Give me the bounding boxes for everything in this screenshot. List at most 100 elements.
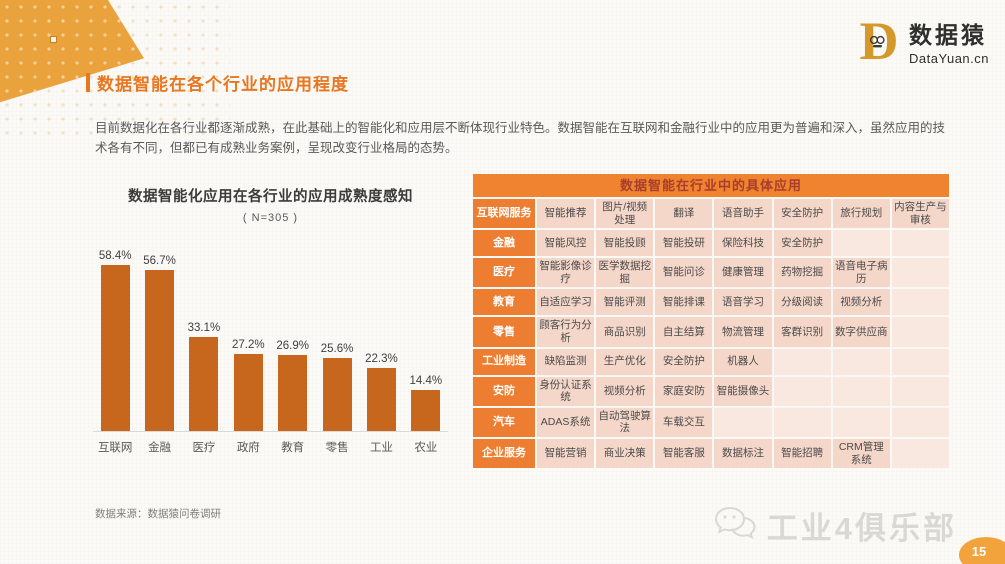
industry-label-cell: 互联网服务 [473,199,535,229]
application-cell: 机器人 [714,348,772,375]
application-cell: 智能投研 [655,230,713,257]
application-cell: 智能评测 [596,289,654,316]
application-cell: 家庭安防 [655,376,713,406]
table-row: 金融 智能风控 智能投顾 智能投研 保险科技 安全防护 [473,230,949,257]
logo-brand-cn: 数据猿 [909,22,988,48]
bar-column: 14.4% [404,375,448,431]
application-cell: 语音学习 [714,289,772,316]
bar-column: 56.7% [137,255,181,431]
industry-label-cell: 汽车 [473,407,535,437]
monkey-face-icon [869,34,885,48]
application-cell: 视频分析 [832,289,890,316]
empty-cell [891,258,949,288]
chart-subtitle: ( N=305 ) [242,212,299,224]
title-accent-bar [86,73,90,92]
bar-column: 26.9% [271,340,315,431]
table-row: 互联网服务 智能推荐 图片/视频处理 翻译 语音助手 安全防护 旅行规划 内容生产与审核 [473,199,949,229]
table-row: 工业制造 缺陷监测 生产优化 安全防护 机器人 [473,348,949,375]
application-cell: 健康管理 [714,258,772,288]
table-row: 医疗 智能影像诊疗 医学数据挖掘 智能问诊 健康管理 药物挖掘 语音电子病历 [473,258,949,288]
page-number-badge: 15 [959,537,1005,564]
industry-label-cell: 安防 [473,376,535,406]
application-cell: 视频分析 [596,376,654,406]
bar-value-label: 25.6% [320,343,354,355]
empty-cell [891,376,949,406]
application-cell: 数字供应商 [832,317,890,347]
empty-cell [773,376,831,406]
bar [100,265,130,431]
application-cell: 数据标注 [714,438,772,469]
empty-cell [891,289,949,316]
bar [145,270,175,431]
application-cell: 自动驾驶算法 [596,407,654,437]
logo-brand-en: DataYuan.cn [909,51,989,66]
bar [322,358,352,431]
watermark: 工业4俱乐部 [713,503,957,548]
table-row: 零售 顾客行为分析 商品识别 自主结算 物流管理 客群识别 数字供应商 [473,317,949,347]
square-decoration [50,36,57,43]
bar-column: 27.2% [226,339,270,431]
empty-cell [773,407,831,437]
empty-cell [773,348,831,375]
application-cell: CRM管理系统 [832,438,890,469]
application-cell: 缺陷监测 [537,348,595,375]
industry-label-cell: 教育 [473,289,535,316]
maturity-bar-chart: 数据智能化应用在各行业的应用成熟度感知 ( N=305 ) 58.4% 56.7%… [93,185,448,455]
bar-value-label: 33.1% [187,322,221,334]
application-cell: 商品识别 [596,317,654,347]
bar-column: 25.6% [315,343,359,431]
bar-value-label: 27.2% [232,339,265,351]
table-row: 企业服务 智能营销 商业决策 智能客服 数据标注 智能招聘 CRM管理系统 [473,438,949,469]
empty-cell [714,407,772,437]
application-cell: 智能摄像头 [714,376,772,406]
industry-label-cell: 工业制造 [473,348,535,375]
application-cell: 智能问诊 [655,258,713,288]
application-cell: 智能招聘 [773,438,831,469]
logo-d-icon: D [859,11,899,71]
application-cell: 智能影像诊疗 [537,258,595,288]
logo-text: 数据猿 DataYuan.cn [909,16,989,66]
bar-category-label: 政府 [236,442,260,454]
empty-cell [891,230,949,257]
bar-value-label: 14.4% [409,375,443,387]
page-number: 15 [971,543,987,559]
bar [411,390,441,431]
empty-cell [832,407,890,437]
empty-cell [891,317,949,347]
application-cell: 智能排课 [655,289,713,316]
bar [233,354,263,431]
bar-value-label: 26.9% [276,340,309,352]
bar-plot-area: 58.4% 56.7% 33.1% 27.2% 26.9% 25.6% 22.3% 14.4% [93,244,448,432]
application-cell: 药物挖掘 [773,258,831,288]
empty-cell [832,348,890,375]
industry-label-cell: 医疗 [473,258,535,288]
application-cell: 智能客服 [655,438,713,469]
bar [278,355,308,431]
bar-category-label: 医疗 [192,442,216,454]
page-title: 数据智能在各个行业的应用程度 [97,75,349,94]
application-cell: 安全防护 [773,230,831,257]
bar-column: 33.1% [182,322,226,431]
bar-category-label: 金融 [148,442,172,454]
application-cell: 生产优化 [596,348,654,375]
table-row: 安防 身份认证系统 视频分析 家庭安防 智能摄像头 [473,376,949,406]
application-cell: 客群识别 [773,317,831,347]
application-cell: 自适应学习 [537,289,595,316]
empty-cell [891,407,949,437]
bar-category-label: 互联网 [97,442,133,454]
bar-category-label: 工业 [369,442,393,454]
bar-value-label: 22.3% [365,353,398,365]
application-cell: 智能风控 [537,230,595,257]
industry-label-cell: 企业服务 [473,438,535,469]
table-body: 互联网服务 智能推荐 图片/视频处理 翻译 语音助手 安全防护 旅行规划 内容生产与审核 金融智… [473,199,949,469]
application-cell: 翻译 [655,199,713,229]
bar-category-label: 零售 [325,442,349,454]
bar-value-label: 56.7% [143,255,176,267]
bar-category-label: 农业 [414,442,438,454]
bar-category-label: 教育 [281,442,305,454]
empty-cell [891,348,949,375]
intro-paragraph: 目前数据化在各行业都逐渐成熟，在此基础上的智能化和应用层不断体现行业特色。数据智… [95,121,946,155]
industry-label-cell: 零售 [473,317,535,347]
application-cell: 保险科技 [714,230,772,257]
